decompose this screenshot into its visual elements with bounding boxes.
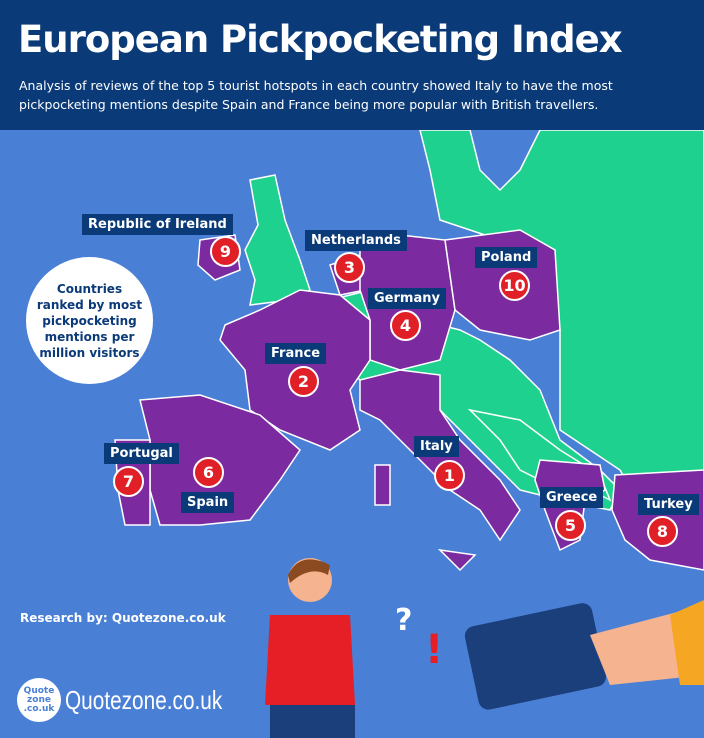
header: European Pickpocketing Index Analysis of… — [0, 0, 704, 130]
wallet — [464, 603, 606, 710]
label-greece: Greece — [540, 487, 604, 508]
brand-footer: Quote zone .co.uk Quotezone.co.uk — [17, 678, 262, 722]
research-credit: Research by: Quotezone.co.uk — [20, 611, 226, 625]
research-source: Quotezone.co.uk — [111, 611, 226, 625]
label-italy: Italy — [414, 436, 459, 457]
label-netherlands: Netherlands — [305, 230, 407, 251]
person-trousers — [270, 705, 355, 738]
research-prefix: Research by: — [20, 611, 108, 625]
rank-badge-ireland: 9 — [210, 236, 241, 267]
label-france: France — [265, 343, 327, 364]
ranking-note: Countries ranked by most pickpocketing m… — [26, 257, 153, 384]
country-sardinia — [374, 464, 391, 506]
rank-badge-italy: 1 — [434, 460, 465, 491]
subtitle: Analysis of reviews of the top 5 tourist… — [19, 78, 613, 112]
label-turkey: Turkey — [638, 494, 699, 515]
question-mark: ? — [395, 603, 412, 638]
brand-name: Quotezone.co.uk — [65, 684, 223, 715]
europe-map — [114, 130, 704, 572]
quotezone-logo: Quote zone .co.uk — [17, 678, 61, 722]
label-republic-of-ireland: Republic of Ireland — [82, 214, 233, 235]
person-shirt — [265, 615, 355, 705]
rank-badge-germany: 4 — [390, 310, 421, 341]
illustration-pickpocket: ? ! — [265, 558, 704, 738]
rank-badge-portugal: 7 — [113, 466, 144, 497]
ranking-note-text: Countries ranked by most pickpocketing m… — [36, 281, 143, 360]
rank-badge-france: 2 — [288, 366, 319, 397]
label-poland: Poland — [475, 247, 538, 268]
country-sicily — [437, 548, 477, 572]
rank-badge-turkey: 8 — [647, 516, 678, 547]
rank-badge-greece: 5 — [555, 510, 586, 541]
rank-badge-netherlands: 3 — [334, 252, 365, 283]
person-hair — [288, 559, 330, 583]
label-spain: Spain — [181, 492, 235, 513]
land-great-britain — [244, 174, 311, 306]
rank-badge-poland: 10 — [499, 270, 530, 301]
label-germany: Germany — [368, 288, 446, 309]
label-portugal: Portugal — [104, 443, 179, 464]
page-title: European Pickpocketing Index — [18, 18, 623, 61]
rank-badge-spain: 6 — [193, 457, 224, 488]
exclamation-mark: ! — [425, 627, 443, 673]
sleeve — [670, 600, 704, 685]
